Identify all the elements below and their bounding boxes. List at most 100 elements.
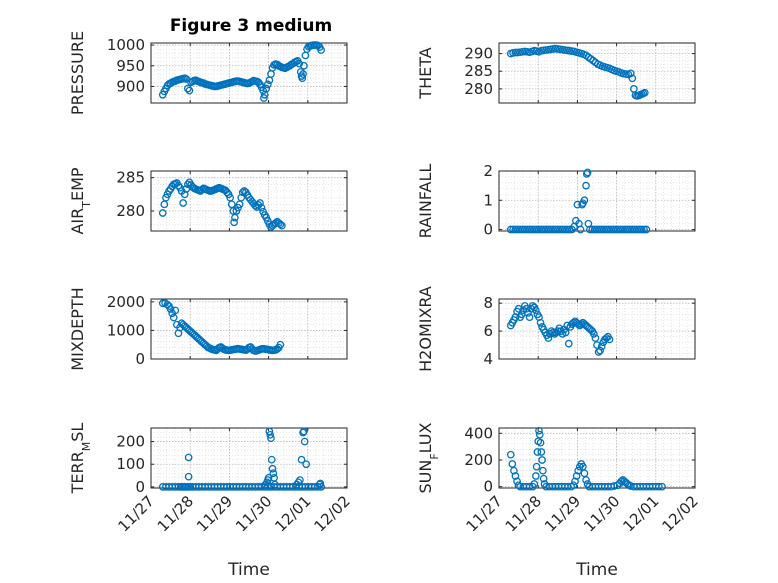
data-point [546, 225, 555, 234]
data-point [158, 209, 167, 217]
data-point [300, 61, 308, 70]
data-point [514, 481, 523, 490]
data-point [180, 190, 189, 199]
axes-box [150, 42, 348, 104]
y-tick-label: 950 [116, 57, 145, 75]
data-point [510, 466, 518, 475]
y-tick-label: 0 [135, 350, 145, 368]
data-point [633, 225, 641, 234]
data-point [563, 225, 572, 234]
data-point [611, 225, 620, 234]
data-point [630, 225, 639, 234]
minor-grid [151, 171, 347, 231]
data-point [171, 483, 180, 491]
y-tick-label: 200 [464, 451, 493, 469]
data-point [268, 464, 277, 473]
y-tick-label: 285 [464, 62, 493, 80]
data-point [564, 482, 572, 491]
data-point [571, 477, 579, 486]
x-axis-label: Time [227, 560, 270, 580]
data-point [511, 48, 520, 57]
y-tick-label: 6 [483, 322, 493, 340]
data-point [590, 225, 599, 234]
data-point [296, 476, 304, 484]
data-point [532, 225, 541, 234]
y-tick-label: 400 [464, 424, 493, 442]
data-point [542, 225, 550, 234]
data-point [298, 74, 307, 83]
data-point [617, 477, 626, 486]
axes-box [150, 170, 348, 232]
y-tick-label: 4 [483, 350, 493, 368]
data-point [256, 199, 264, 207]
data-point [316, 479, 325, 488]
figure-title: Figure 3 medium [170, 16, 332, 36]
data-point [267, 434, 275, 443]
y-tick-label: 8 [483, 294, 493, 312]
data-series [506, 44, 649, 100]
y-axis-label: TERRMSL [68, 423, 93, 495]
data-point [586, 225, 594, 234]
data-point [185, 86, 194, 95]
data-point [572, 472, 581, 480]
data-point [640, 225, 648, 234]
data-point [271, 219, 280, 227]
data-point [553, 225, 562, 234]
data-point [637, 225, 646, 234]
data-point [525, 313, 534, 321]
subplot-air-temp: 280 285 AIRTEMP [68, 167, 348, 235]
minor-grid [151, 428, 347, 488]
subplot-h2omixra: 4 6 8 H2OMIXRA [416, 286, 696, 372]
data-point [600, 225, 608, 234]
y-tick-label: 290 [464, 45, 493, 63]
axes-box [498, 42, 696, 104]
data-point [544, 225, 553, 234]
axes-box [150, 298, 348, 360]
data-point [174, 483, 183, 491]
data-point [561, 225, 569, 234]
data-point [184, 472, 193, 481]
y-axis-label: H2OMIXRA [416, 286, 435, 372]
y-tick-label: 280 [464, 80, 493, 98]
data-point [300, 427, 308, 436]
y-tick-label: 1000 [107, 36, 145, 54]
data-point [514, 304, 523, 313]
data-point [580, 196, 589, 205]
data-point [518, 225, 527, 234]
data-point [538, 456, 546, 464]
subplot-rainfall: 0 1 2 RAINFALL [416, 162, 696, 239]
data-point [604, 225, 613, 234]
data-point [278, 221, 286, 230]
data-series [506, 426, 666, 491]
data-series [506, 168, 651, 234]
data-point [521, 225, 529, 234]
data-point [531, 306, 540, 315]
data-point [300, 437, 309, 446]
data-point [595, 225, 604, 234]
data-point [297, 455, 306, 464]
data-point [525, 225, 534, 234]
data-point [179, 199, 187, 207]
data-point [569, 318, 578, 327]
data-point [257, 203, 266, 212]
data-point [558, 225, 567, 234]
data-point [230, 218, 238, 227]
y-axis-label: AIRTEMP [68, 167, 93, 234]
data-series [158, 178, 286, 231]
y-tick-label: 0 [483, 221, 493, 239]
data-point [528, 225, 536, 234]
y-tick-label: 100 [116, 455, 145, 473]
data-point [537, 225, 546, 234]
data-point [626, 225, 634, 234]
data-point [171, 306, 180, 315]
minor-grid [499, 171, 695, 231]
y-tick-label: 280 [116, 202, 145, 220]
y-axis-label: SUNFLUX [416, 422, 441, 493]
data-point [544, 334, 553, 342]
data-point [506, 450, 515, 459]
data-point [184, 453, 193, 462]
data-point [597, 342, 606, 351]
